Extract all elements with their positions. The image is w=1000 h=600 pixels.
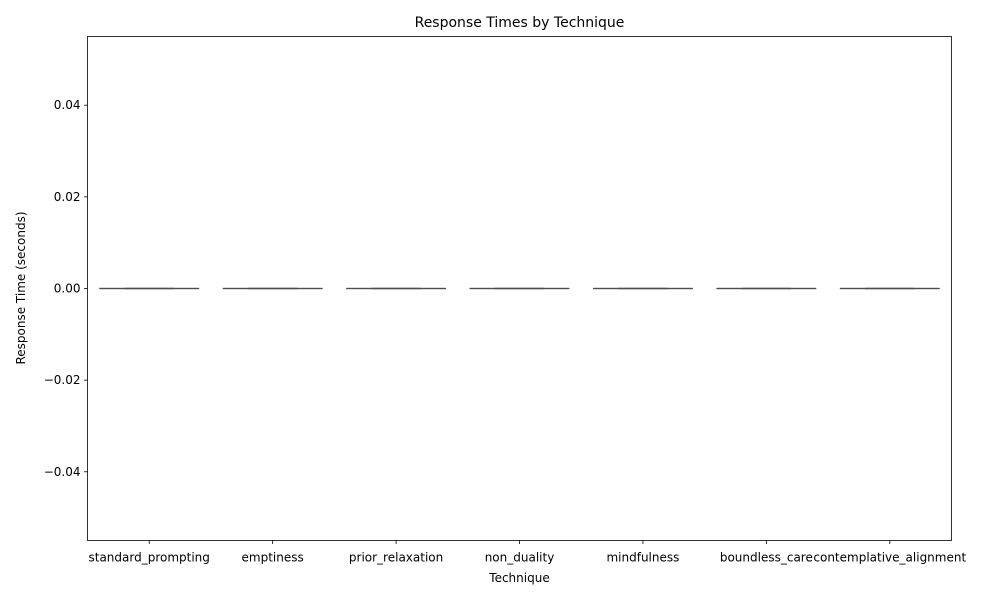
y-tick-label: −0.04 xyxy=(44,465,81,479)
x-tick-label: standard_prompting xyxy=(88,551,209,565)
y-axis-label: Response Time (seconds) xyxy=(14,211,28,364)
y-tick-label: 0.00 xyxy=(54,282,81,296)
x-tick-label: non_duality xyxy=(485,551,555,565)
x-tick-label: prior_relaxation xyxy=(349,551,443,565)
x-tick-label: boundless_care xyxy=(720,551,813,565)
chart-title: Response Times by Technique xyxy=(415,15,625,31)
y-tick-label: −0.02 xyxy=(44,373,81,387)
y-tick-label: 0.02 xyxy=(54,190,81,204)
x-axis: standard_prompting emptiness prior_relaxat… xyxy=(88,540,966,565)
x-tick-label: mindfulness xyxy=(606,551,679,565)
x-tick-label: contemplative_alignment xyxy=(813,551,966,565)
y-tick-label: 0.04 xyxy=(54,98,81,112)
y-axis: −0.04 −0.02 0.00 0.02 0.04 xyxy=(44,98,88,479)
x-axis-label: Technique xyxy=(488,571,549,585)
x-tick-label: emptiness xyxy=(242,551,304,565)
